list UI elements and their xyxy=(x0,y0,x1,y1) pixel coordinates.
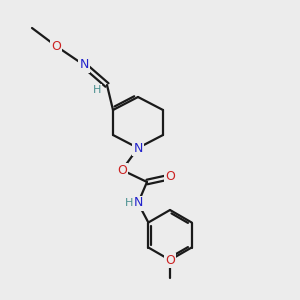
Text: N: N xyxy=(79,58,89,71)
Text: O: O xyxy=(117,164,127,176)
Text: H: H xyxy=(125,198,133,208)
Text: N: N xyxy=(133,196,143,209)
Text: H: H xyxy=(93,85,101,95)
Text: O: O xyxy=(165,254,175,266)
Text: O: O xyxy=(51,40,61,52)
Text: N: N xyxy=(133,142,143,154)
Text: O: O xyxy=(165,170,175,184)
